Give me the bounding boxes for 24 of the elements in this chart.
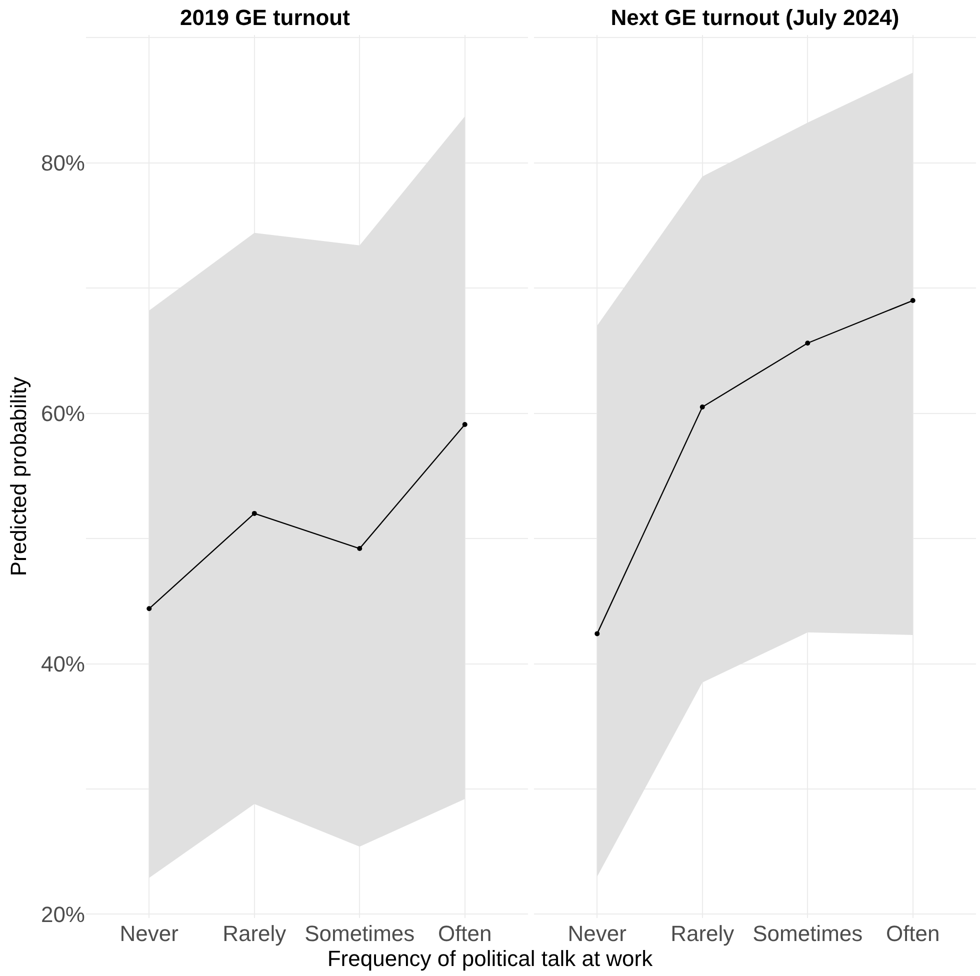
x-tick-label: Sometimes — [752, 921, 863, 946]
point — [357, 546, 362, 552]
chart-title: 2019 GE turnout — [180, 5, 351, 30]
x-axis-title: Frequency of political talk at work — [326, 946, 654, 972]
x-tick-label: Rarely — [670, 921, 734, 946]
point — [462, 422, 468, 428]
point — [252, 510, 257, 516]
point — [146, 606, 152, 612]
point — [700, 404, 705, 410]
y-tick-label: 80% — [40, 150, 85, 176]
x-tick-label: Rarely — [222, 921, 286, 946]
y-tick-label: 60% — [40, 400, 85, 426]
x-tick-label: Sometimes — [304, 921, 415, 946]
point — [805, 340, 810, 346]
x-tick-label: Often — [438, 921, 492, 946]
chart-title: Next GE turnout (July 2024) — [610, 5, 900, 30]
x-tick-label: Often — [886, 921, 940, 946]
point — [910, 298, 916, 304]
x-tick-label: Never — [568, 921, 626, 946]
x-tick-label: Never — [120, 921, 178, 946]
y-tick-label: 20% — [40, 902, 85, 927]
point — [594, 631, 600, 636]
y-tick-label: 40% — [40, 651, 85, 676]
y-axis-title: Predicted probability — [6, 376, 31, 576]
